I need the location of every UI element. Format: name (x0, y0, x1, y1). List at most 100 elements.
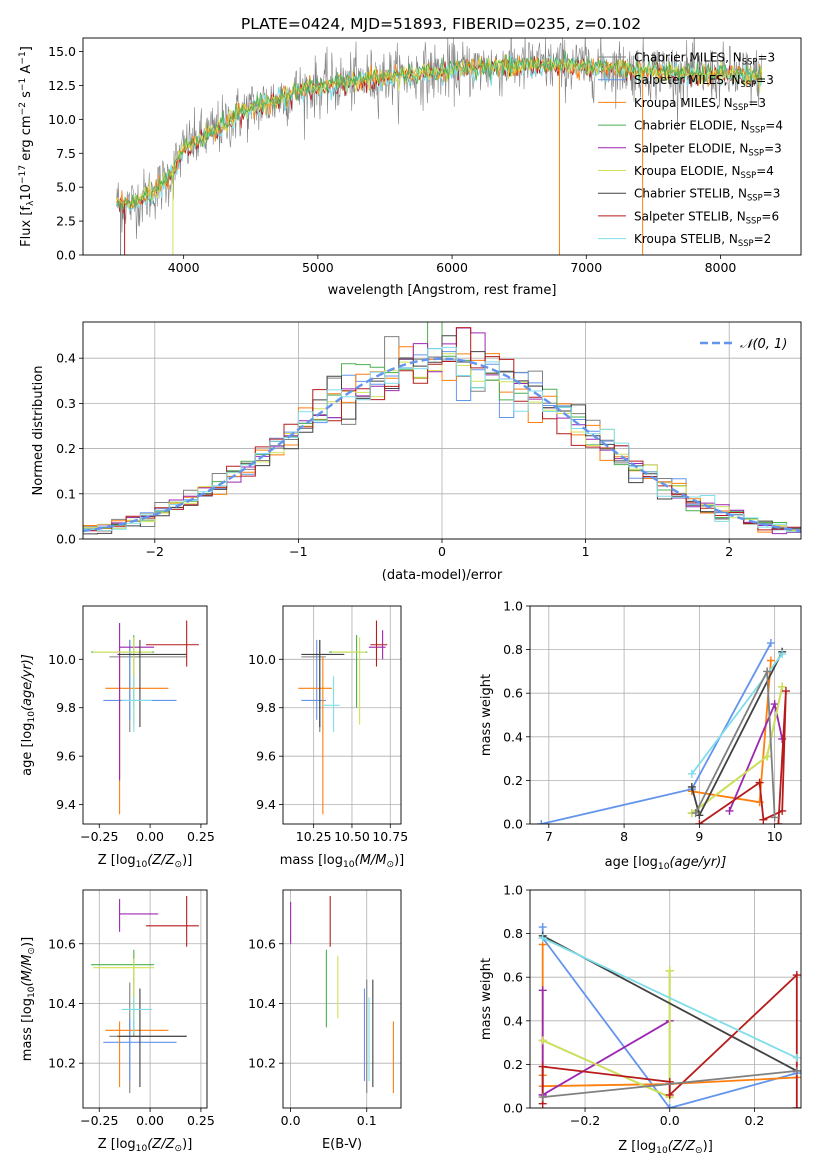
y-tick-label: 7.5 (56, 146, 76, 161)
weight-marker-ke (763, 752, 772, 761)
plot-area (298, 620, 388, 815)
figure-title: PLATE=0424, MJD=51893, FIBERID=0235, z=0… (241, 15, 641, 33)
y-axis-label-part: ] (19, 46, 34, 51)
x-axis-label-part: 10 (136, 860, 148, 870)
y-axis-label-part: 10 (27, 711, 37, 723)
x-tick-label: −0.25 (80, 829, 118, 844)
y-axis-label-part: −1 (18, 78, 28, 91)
y-tick-label: 0.8 (503, 926, 523, 941)
weight-marker-ss (695, 820, 704, 824)
y-tick-label: 0.6 (503, 970, 523, 985)
weight-marker-ke (778, 682, 787, 691)
axes-frame (529, 889, 802, 1109)
weight-marker-cm (770, 813, 779, 822)
x-tick-label: 0 (438, 544, 446, 559)
legend-label-km-part: Kroupa MILES, N (634, 96, 733, 110)
weight-marker-ss (792, 971, 801, 980)
x-tick-label: −1 (289, 544, 307, 559)
plot-area (83, 322, 801, 539)
x-axis-label: E(B-V) (322, 1137, 362, 1152)
y-tick-label: 9.4 (56, 797, 76, 812)
legend-label-sm: Salpeter MILES, NSSP=3 (634, 73, 774, 89)
weight-marker-sm (538, 923, 547, 932)
y-tick-label: 5.0 (56, 180, 76, 195)
y-axis-label-part: −17 (18, 165, 28, 184)
weight-marker-sm (766, 639, 775, 648)
y-axis-label-part: )] (20, 937, 35, 947)
y-tick-label: 0.4 (503, 1013, 523, 1028)
legend-label-cs-part: Chabrier STELIB, N (634, 187, 747, 201)
legend-label-sm-part: =3 (756, 73, 774, 87)
histogram-step-ks (83, 346, 801, 539)
y-tick-label: 0.0 (56, 532, 76, 547)
x-axis-label-part: 10 (656, 1146, 668, 1156)
weight-marker-se (770, 700, 779, 709)
legend-label-ce-part: Chabrier ELODIE, N (634, 119, 750, 133)
y-tick-label: 0.8 (503, 642, 523, 657)
x-tick-label: 8000 (705, 260, 737, 275)
legend-label-cs-part: =3 (763, 187, 781, 201)
plot-area (91, 895, 199, 1094)
legend-label-ce: Chabrier ELODIE, NSSP=4 (634, 119, 783, 135)
legend-label-km-part: =3 (748, 96, 766, 110)
x-axis-label-part: 10 (658, 862, 670, 872)
x-axis-label: Z [log10(Z/Z⊙)] (98, 853, 193, 870)
y-tick-label: 1.0 (503, 599, 523, 614)
x-axis-label-part: ⊙ (175, 1144, 183, 1154)
legend-label-ke: Kroupa ELODIE, NSSP=4 (634, 164, 774, 180)
axes-frame (82, 605, 208, 825)
y-tick-label: 0.0 (503, 1101, 523, 1116)
x-axis-label-part: (Z/Z (147, 853, 175, 868)
y-tick-label: 10.0 (48, 112, 76, 127)
x-axis-label: (data-model)/error (382, 568, 503, 583)
y-axis-label-part: s (19, 91, 34, 102)
legend-label-ss-part: SSP (746, 215, 762, 225)
x-axis-label-part: age [log (605, 855, 658, 870)
plot-area (537, 639, 790, 824)
x-tick-label: 0.0 (660, 1113, 680, 1128)
x-tick-label: 0.0 (281, 1113, 301, 1128)
legend-label-se-part: =3 (764, 141, 782, 155)
x-tick-label: 10.75 (372, 829, 408, 844)
legend-label-cm-part: SSP (742, 57, 758, 67)
weight-marker-ss (792, 1104, 801, 1108)
legend-label-cs-part: SSP (747, 193, 763, 203)
spectrum-model-line-ce (116, 51, 763, 211)
panel-mass-vs-EBV: 0.0 0.1 10.2 10.4 10.6 E(B-V) (248, 889, 402, 1152)
y-axis-label-part: 10 (27, 986, 37, 998)
x-tick-label: 9 (695, 829, 703, 844)
x-tick-label: 0.2 (744, 1113, 764, 1128)
x-axis-label-part: 10 (343, 860, 355, 870)
legend-label-ce-part: SSP (750, 125, 766, 135)
weight-marker-ss (665, 1090, 674, 1099)
y-tick-label: 0.2 (503, 1057, 523, 1072)
y-tick-label: 10.6 (48, 936, 76, 951)
y-axis-label: mass weight (479, 674, 494, 756)
y-axis-label: mass weight (479, 958, 494, 1040)
panel-age-vs-Z: −0.25 0.00 0.259.49.69.810.0Z [log10(Z/Z⊙)… (20, 605, 215, 870)
panel-weight-vs-Z: −0.2 0.0 0.2 0.0 0.2 0.4 0.6 0.8 1.0 Z [log10(Z/Z… (479, 883, 802, 1156)
y-tick-label: 15.0 (48, 44, 76, 59)
x-axis-label-part: )] (703, 1139, 713, 1154)
y-tick-label: 10.0 (248, 652, 276, 667)
legend-label-cm-part: =3 (757, 51, 775, 65)
weight-marker-sm (665, 1104, 674, 1108)
y-axis-label-part: −2 (18, 102, 28, 115)
axes-frame (82, 889, 208, 1109)
weight-marker-ks (687, 769, 696, 778)
weight-marker-km (766, 656, 775, 665)
legend-label-ss-part: Salpeter STELIB, N (634, 209, 746, 223)
y-axis-label-part: A (19, 65, 34, 78)
plot-area (116, 38, 763, 255)
y-tick-label: 9.8 (56, 700, 76, 715)
y-tick-label: 0.0 (503, 817, 523, 832)
x-tick-label: 0.25 (187, 829, 215, 844)
legend-label-ks-part: =2 (754, 232, 772, 246)
weight-marker-ss (781, 687, 790, 696)
weight-marker-se (538, 986, 547, 995)
y-axis-label-part: −1 (18, 51, 28, 64)
y-tick-label: 10.4 (48, 996, 76, 1011)
plot-area (290, 895, 394, 1094)
x-tick-label: 1 (582, 544, 590, 559)
